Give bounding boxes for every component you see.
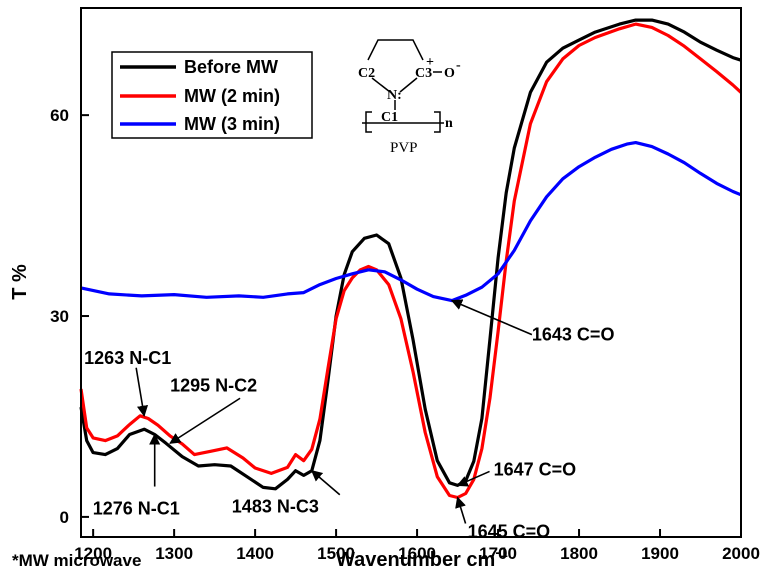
polymer-bracket-left <box>365 111 372 133</box>
x-axis-label-superscript: -1 <box>495 544 508 560</box>
annotation-label: 1263 N-C1 <box>84 348 171 368</box>
annotation-layer: 1263 N-C1 1276 N-C1 1295 N-C2 1483 N-C3 1643… <box>84 299 615 541</box>
ring-bond-right <box>399 77 418 93</box>
x-tick-label: 1300 <box>155 544 193 563</box>
atom-n: N: <box>387 88 402 103</box>
series-line-mw-3-min <box>80 141 742 303</box>
x-tick-label: 1700 <box>479 544 517 563</box>
x-tick-label: 1400 <box>236 544 274 563</box>
atom-oxygen: O <box>444 66 455 81</box>
atom-c1: C1 <box>381 110 398 125</box>
charge-minus: - <box>456 58 461 73</box>
legend-label-before-mw: Before MW <box>184 57 278 77</box>
x-tick-label: 2000 <box>722 544 760 563</box>
annotation-arrow <box>310 469 341 496</box>
x-tick-label: 1600 <box>398 544 436 563</box>
legend: Before MW MW (2 min) MW (3 min) <box>111 51 313 139</box>
annotation-label: 1645 C=O <box>468 521 551 541</box>
legend-label-mw-3min: MW (3 min) <box>184 114 280 134</box>
annotation-label: 1483 N-C3 <box>232 497 319 517</box>
atom-c2: C2 <box>358 66 375 81</box>
legend-label-mw-2min: MW (2 min) <box>184 86 280 106</box>
pvp-structure-inset: C2 C3 + O - N: C1 n PVP <box>358 39 461 156</box>
charge-plus: + <box>426 55 434 70</box>
footnote: *MW microwave <box>12 551 141 570</box>
annotation-label: 1276 N-C1 <box>93 499 180 519</box>
y-axis-label: T % <box>9 264 31 300</box>
series-line-before-mw <box>79 18 742 491</box>
annotation-arrow <box>450 299 533 336</box>
polymer-subscript: n <box>445 116 453 131</box>
annotation-arrow <box>135 367 149 417</box>
x-tick-label: 1800 <box>560 544 598 563</box>
pvp-label: PVP <box>390 140 418 156</box>
pvp-ring <box>367 39 424 61</box>
y-axis-ticks: 0 30 60 <box>50 106 89 527</box>
annotation-label: 1647 C=O <box>494 459 577 479</box>
x-tick-label: 1500 <box>317 544 355 563</box>
ring-bond-left <box>371 77 391 93</box>
atom-c3: C3 <box>415 66 432 81</box>
annotation-arrow <box>169 397 241 444</box>
x-tick-label: 1900 <box>641 544 679 563</box>
plot-frame <box>80 7 742 538</box>
x-axis-ticks: 1200 1300 1400 1500 1600 1700 1800 1900 2000 <box>74 529 760 563</box>
annotation-label: 1295 N-C2 <box>170 375 257 395</box>
x-tick-label: 1200 <box>74 544 112 563</box>
y-tick-label: 60 <box>50 106 69 125</box>
annotation-arrow <box>456 470 490 487</box>
y-tick-label: 30 <box>50 307 69 326</box>
y-tick-label: 0 <box>60 508 69 527</box>
polymer-bracket-right <box>434 111 441 133</box>
x-axis-label: Wavenumber cm-1 <box>336 544 508 571</box>
annotation-arrow <box>455 496 467 524</box>
x-axis-label-text: Wavenumber cm <box>336 549 495 571</box>
annotation-label: 1643 C=O <box>532 325 615 345</box>
